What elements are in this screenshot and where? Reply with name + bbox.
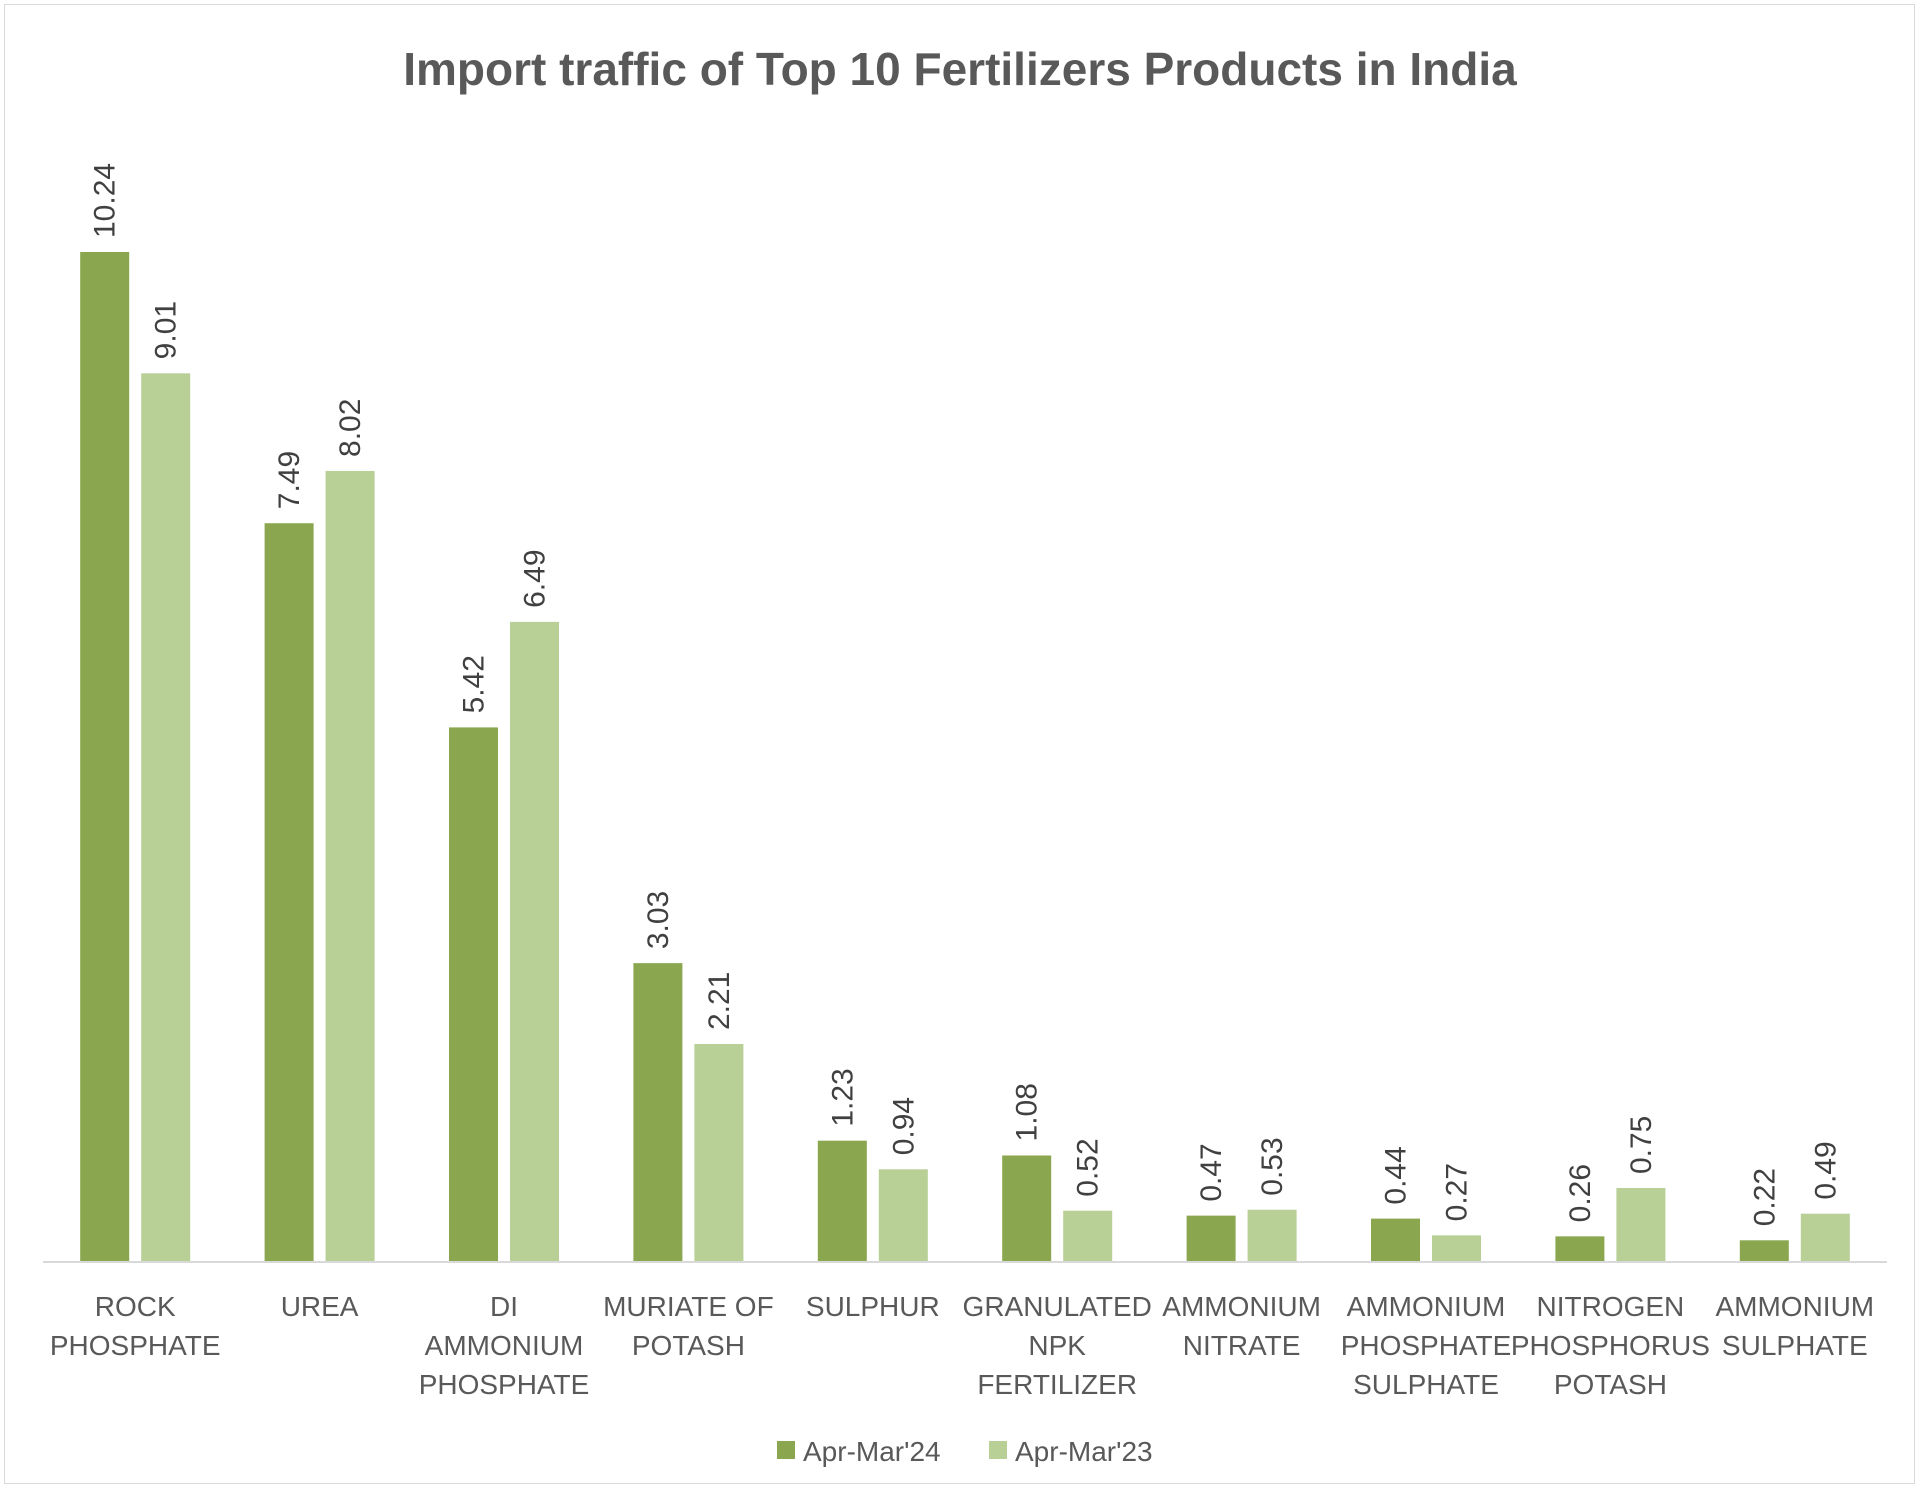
data-label-urea-apr-mar-24: 7.49 <box>273 451 306 509</box>
bar-ammonium-phosphate-sulphate-apr-mar-23 <box>1432 1235 1481 1262</box>
bar-muriate-of-potash-apr-mar-23 <box>694 1044 744 1262</box>
data-label-ammonium-phosphate-sulphate-apr-mar-23: 0.27 <box>1441 1163 1474 1221</box>
bar-ammonium-nitrate-apr-mar-24 <box>1186 1215 1236 1262</box>
bar-di-ammonium-phosphate-apr-mar-24 <box>449 727 498 1262</box>
bar-chart: Import traffic of Top 10 Fertilizers Pro… <box>43 43 1887 1467</box>
data-labels-layer: 10.24 9.01 7.49 8.02 5.42 6.49 3.03 2.21 1.23 0.9… <box>89 163 1843 1226</box>
legend-label-apr-mar-23: Apr-Mar'23 <box>1015 1436 1153 1467</box>
data-label-granulated-npk-fertilizer-apr-mar-23: 0.52 <box>1072 1138 1105 1196</box>
legend-swatch-apr-mar-24 <box>777 1441 795 1459</box>
category-label-sulphur: SULPHUR <box>806 1291 940 1322</box>
data-label-granulated-npk-fertilizer-apr-mar-24: 1.08 <box>1011 1083 1044 1141</box>
legend: Apr-Mar'24 Apr-Mar'23 <box>777 1436 1153 1467</box>
bar-di-ammonium-phosphate-apr-mar-23 <box>510 621 559 1262</box>
data-label-muriate-of-potash-apr-mar-23: 2.21 <box>703 972 736 1030</box>
data-label-sulphur-apr-mar-23: 0.94 <box>887 1097 920 1155</box>
bar-granulated-npk-fertilizer-apr-mar-24 <box>1002 1155 1052 1262</box>
bar-granulated-npk-fertilizer-apr-mar-23 <box>1063 1210 1113 1262</box>
legend-swatch-apr-mar-23 <box>989 1441 1007 1459</box>
bar-rock-phosphate-apr-mar-23 <box>141 373 191 1262</box>
bar-nitrogen-phosphorus-potash-apr-mar-23 <box>1616 1188 1666 1262</box>
category-label-muriate-of-potash: MURIATE OF POTASH <box>603 1291 774 1361</box>
data-label-ammonium-phosphate-sulphate-apr-mar-24: 0.44 <box>1380 1146 1413 1204</box>
data-label-rock-phosphate-apr-mar-23: 9.01 <box>150 301 183 359</box>
data-label-di-ammonium-phosphate-apr-mar-24: 5.42 <box>458 655 491 713</box>
data-label-di-ammonium-phosphate-apr-mar-23: 6.49 <box>519 549 552 607</box>
category-label-granulated-npk-fertilizer: GRANULATED NPK FERTILIZER <box>963 1291 1152 1400</box>
chart-title: Import traffic of Top 10 Fertilizers Pro… <box>403 43 1517 95</box>
category-label-urea: UREA <box>281 1291 359 1322</box>
bar-rock-phosphate-apr-mar-24 <box>80 252 130 1262</box>
bar-ammonium-phosphate-sulphate-apr-mar-24 <box>1371 1218 1420 1262</box>
bar-ammonium-sulphate-apr-mar-24 <box>1739 1240 1789 1262</box>
data-label-rock-phosphate-apr-mar-24: 10.24 <box>89 163 122 238</box>
data-label-sulphur-apr-mar-24: 1.23 <box>826 1068 859 1126</box>
bar-urea-apr-mar-24 <box>264 523 314 1262</box>
data-label-ammonium-nitrate-apr-mar-23: 0.53 <box>1256 1137 1289 1195</box>
bar-ammonium-sulphate-apr-mar-23 <box>1800 1213 1850 1262</box>
data-label-ammonium-nitrate-apr-mar-24: 0.47 <box>1195 1143 1228 1201</box>
bar-sulphur-apr-mar-23 <box>878 1169 928 1262</box>
bar-muriate-of-potash-apr-mar-24 <box>633 963 683 1262</box>
category-label-di-ammonium-phosphate: DI AMMONIUM PHOSPHATE <box>419 1291 590 1400</box>
data-label-muriate-of-potash-apr-mar-24: 3.03 <box>642 891 675 949</box>
data-label-urea-apr-mar-23: 8.02 <box>334 399 367 457</box>
data-label-ammonium-sulphate-apr-mar-23: 0.49 <box>1809 1141 1842 1199</box>
data-label-nitrogen-phosphorus-potash-apr-mar-23: 0.75 <box>1625 1116 1658 1174</box>
category-label-ammonium-nitrate: AMMONIUM NITRATE <box>1162 1291 1321 1361</box>
category-label-rock-phosphate: ROCK PHOSPHATE <box>50 1291 221 1361</box>
bar-ammonium-nitrate-apr-mar-23 <box>1247 1209 1297 1262</box>
category-label-ammonium-sulphate: AMMONIUM SULPHATE <box>1715 1291 1874 1361</box>
data-label-ammonium-sulphate-apr-mar-24: 0.22 <box>1748 1168 1781 1226</box>
bar-urea-apr-mar-23 <box>325 470 375 1262</box>
chart-container: Import traffic of Top 10 Fertilizers Pro… <box>4 4 1915 1484</box>
bars-layer <box>80 252 1850 1262</box>
category-labels-layer: ROCK PHOSPHATE UREA DI AMMONIUM PHOSPHATEMURI… <box>50 1291 1874 1400</box>
legend-label-apr-mar-24: Apr-Mar'24 <box>803 1436 941 1467</box>
bar-nitrogen-phosphorus-potash-apr-mar-24 <box>1555 1236 1605 1262</box>
category-label-nitrogen-phosphorus-potash: NITROGEN PHOSPHORUS POTASH <box>1511 1291 1710 1400</box>
category-label-ammonium-phosphate-sulphate: AMMONIUM PHOSPHATE SULPHATE <box>1341 1291 1512 1400</box>
data-label-nitrogen-phosphorus-potash-apr-mar-24: 0.26 <box>1564 1164 1597 1222</box>
bar-sulphur-apr-mar-24 <box>817 1140 867 1262</box>
